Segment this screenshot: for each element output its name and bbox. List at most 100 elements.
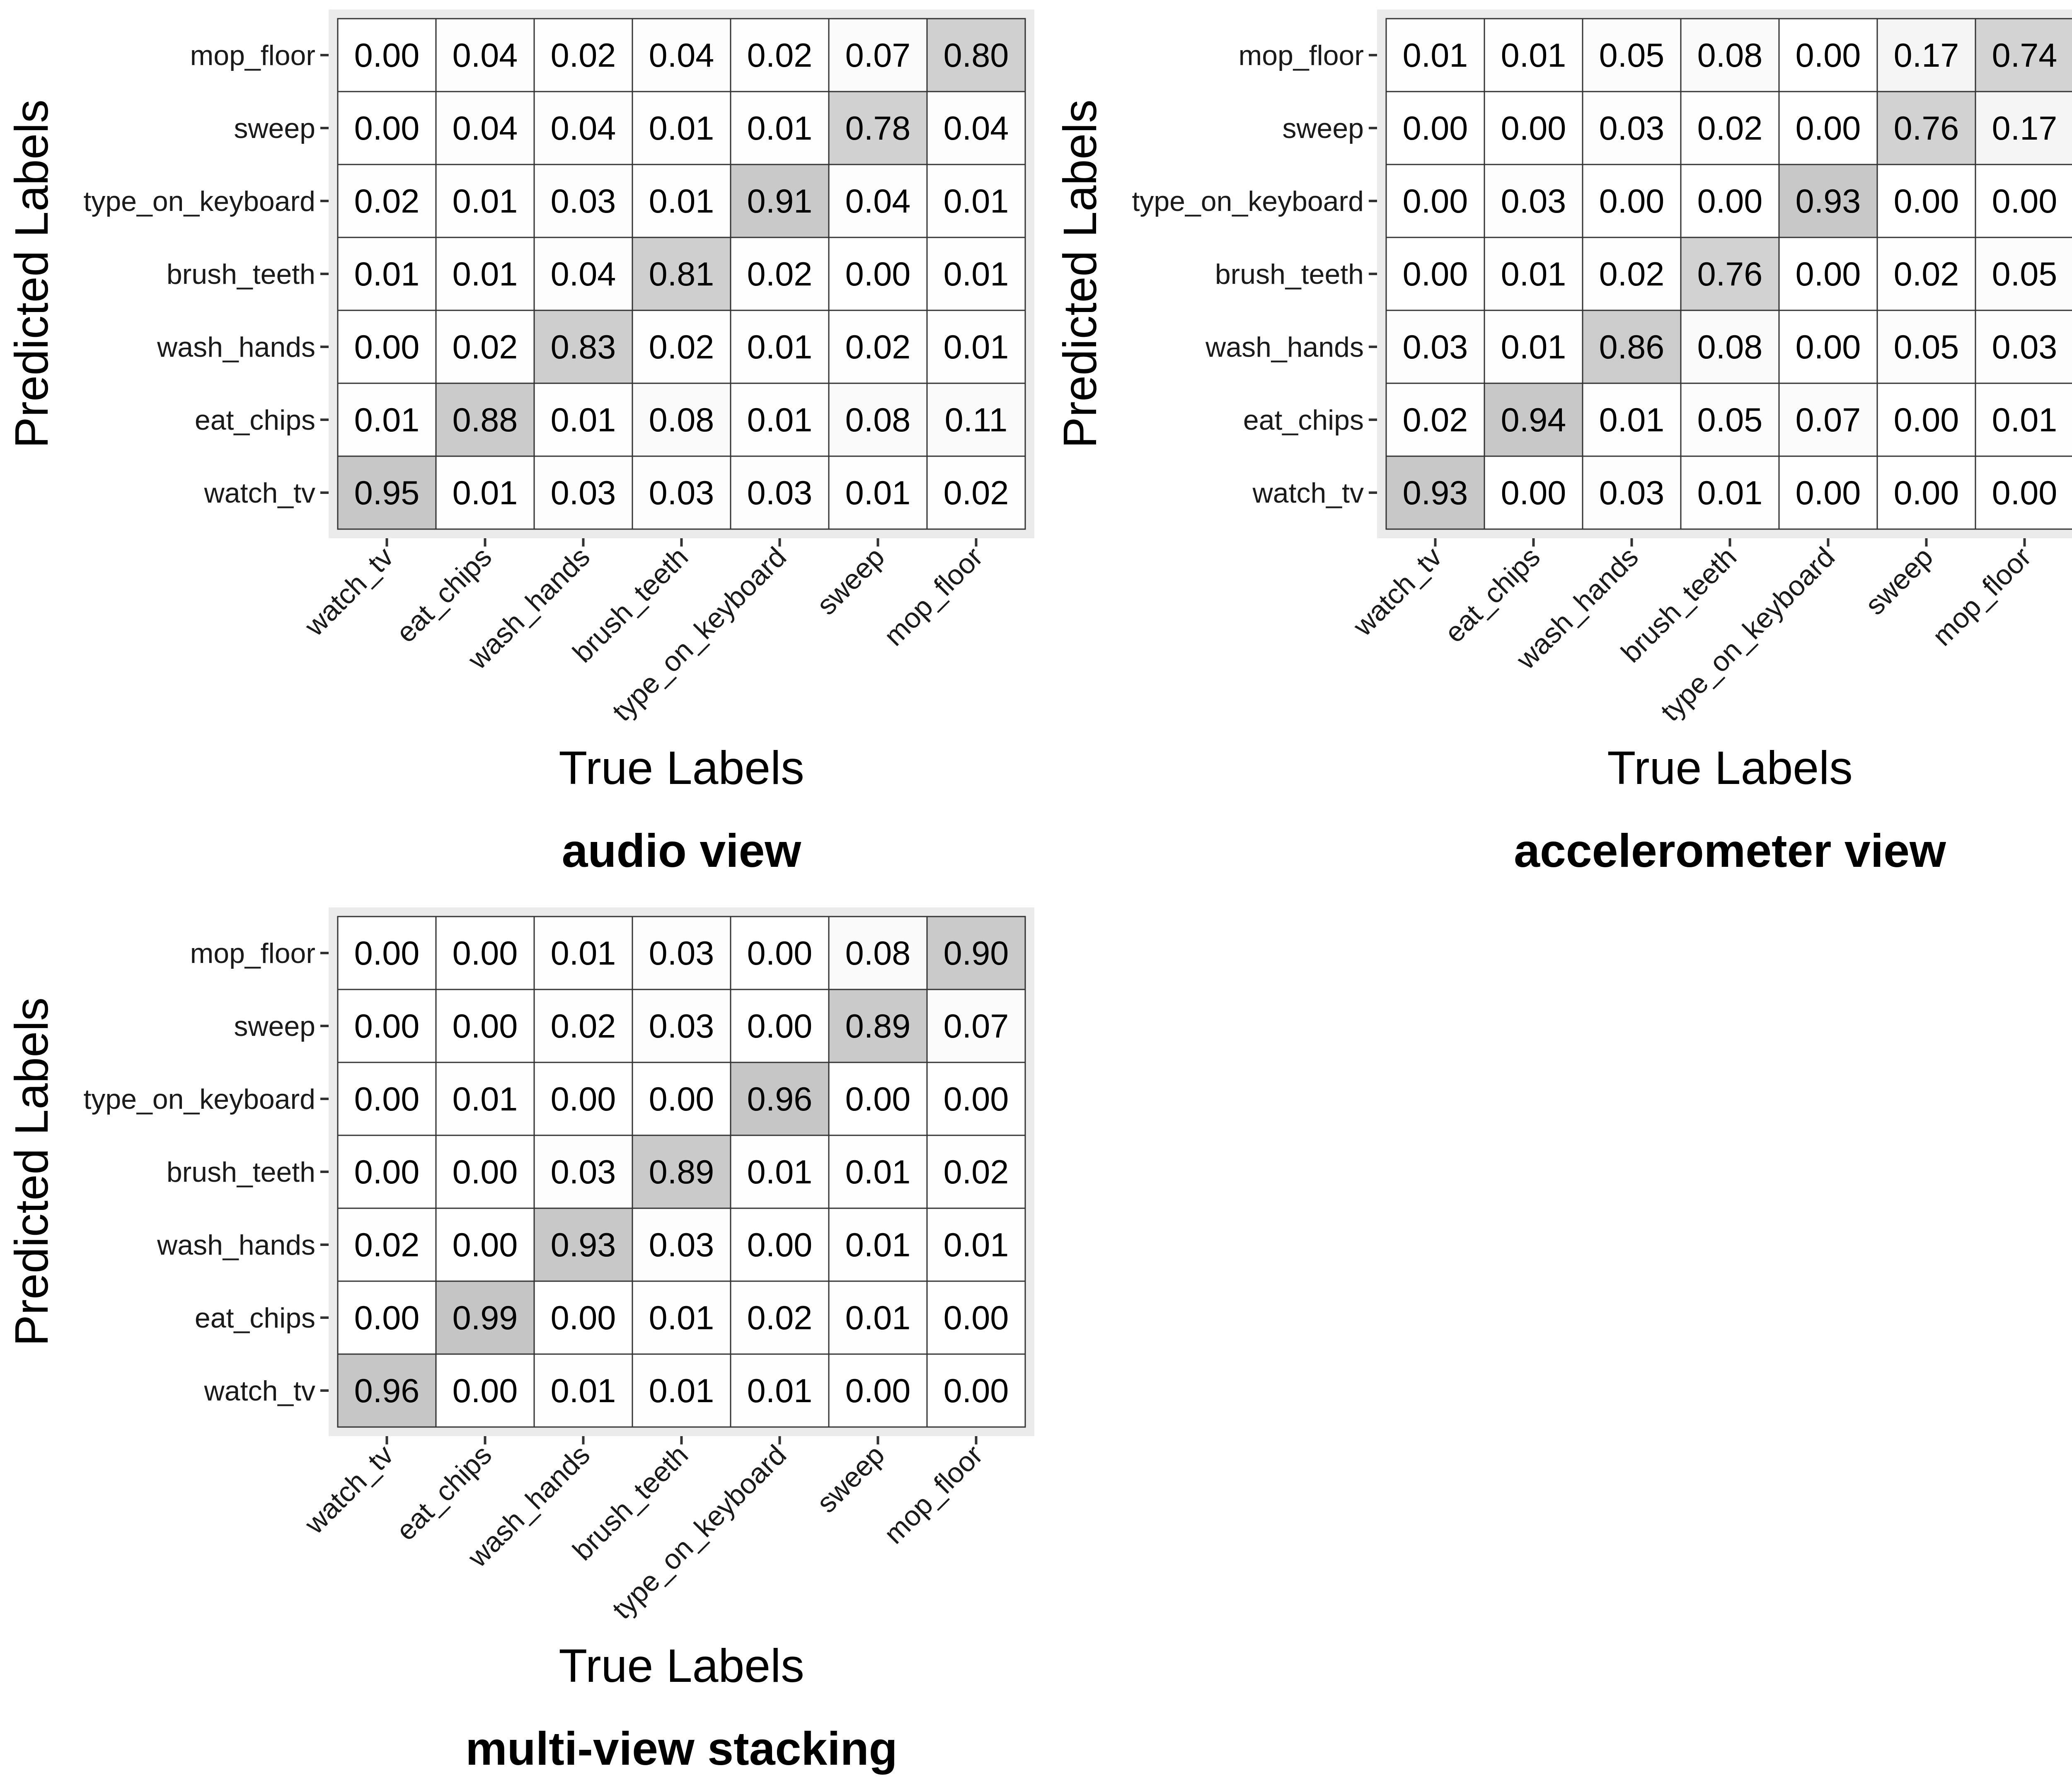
cell-value-label: 0.96 (747, 1081, 813, 1118)
cell-value-label: 0.00 (1501, 110, 1566, 147)
panel-3: 0.00 0.00 0.01 0.03 0.00 0.08 0.90 0.00 0.00 0.02… (5, 907, 1034, 1775)
heatmap-cell (730, 916, 830, 990)
heatmap-cell (1582, 310, 1682, 384)
heatmap-cell (1680, 91, 1780, 165)
cell-value-label: 0.93 (1403, 474, 1468, 512)
cell-value-label: 0.01 (1501, 37, 1566, 74)
cell-value-label: 0.01 (453, 1081, 518, 1118)
heatmap-cell (1778, 310, 1878, 384)
cell-value-label: 0.03 (1599, 474, 1665, 512)
cell-value-label: 0.00 (1403, 110, 1468, 147)
cell-value-label: 0.01 (551, 402, 616, 439)
heatmap-cell (435, 989, 535, 1063)
cell-value-label: 0.01 (354, 402, 420, 439)
heatmap-cell (435, 455, 535, 530)
cell-value-label: 0.00 (1894, 183, 1959, 220)
cell-value-label: 0.02 (354, 183, 420, 220)
cell-value-label: 0.01 (1403, 37, 1468, 74)
y-tick-label: mop_floor (190, 40, 315, 71)
heatmap-cell (337, 237, 437, 311)
heatmap-cell (926, 916, 1026, 990)
cell-value-label: 0.00 (354, 1299, 420, 1337)
heatmap-cell (1484, 382, 1583, 457)
cell-value-label: 0.00 (1403, 183, 1468, 220)
cell-value-label: 0.02 (747, 256, 813, 293)
x-tick-label: watch_tv (298, 1439, 399, 1540)
cell-value-label: 0.00 (649, 1081, 714, 1118)
heatmap-cell (926, 18, 1026, 92)
cell-value-label: 0.99 (453, 1299, 518, 1337)
cell-value-label: 0.02 (845, 329, 911, 366)
heatmap-cell (337, 164, 437, 238)
cell-value-label: 0.01 (845, 1154, 911, 1191)
x-tick-label: eat_chips (390, 1439, 498, 1547)
x-tick-label: sweep (811, 1439, 891, 1519)
cell-value-label: 0.91 (747, 183, 813, 220)
x-tick-label: type_on_keyboard (1655, 541, 1841, 727)
cell-value-label: 0.02 (551, 1008, 616, 1045)
heatmap-cell (730, 1280, 830, 1355)
heatmap-cell (337, 916, 437, 990)
heatmap-cell (1680, 18, 1780, 92)
heatmap-cell (1975, 164, 2072, 238)
heatmap-cell (828, 91, 928, 165)
cell-value-label: 0.01 (551, 935, 616, 972)
heatmap-cell (1778, 164, 1878, 238)
cell-value-label: 0.00 (1992, 474, 2057, 512)
cell-value-label: 0.00 (747, 1008, 813, 1045)
heatmap-cell (1876, 164, 1976, 238)
cell-value-label: 0.02 (747, 1299, 813, 1337)
heatmap-cell (533, 164, 633, 238)
cell-value-label: 0.76 (1894, 110, 1959, 147)
cell-value-label: 0.93 (1796, 183, 1861, 220)
x-tick-label: watch_tv (1347, 541, 1448, 642)
cell-value-label: 0.03 (649, 474, 714, 512)
heatmap-cell (730, 91, 830, 165)
heatmap-cell (828, 1062, 928, 1136)
heatmap-cell (1876, 382, 1976, 457)
cell-value-label: 0.89 (845, 1008, 911, 1045)
heatmap-cell (435, 1280, 535, 1355)
cell-value-label: 0.00 (1992, 183, 2057, 220)
cell-value-label: 0.00 (1403, 256, 1468, 293)
cell-value-label: 0.04 (453, 110, 518, 147)
y-axis-title: Predicted Labels (5, 99, 58, 448)
cell-value-label: 0.04 (551, 256, 616, 293)
heatmap-cell (435, 1134, 535, 1209)
heatmap-cell (632, 1353, 731, 1428)
cell-value-label: 0.17 (1894, 37, 1959, 74)
heatmap-cell (435, 1207, 535, 1282)
x-tick-label: watch_tv (298, 541, 399, 642)
y-tick-label: watch_tv (204, 477, 315, 509)
cell-value-label: 0.90 (944, 935, 1009, 972)
cell-value-label: 0.00 (453, 1154, 518, 1191)
cell-value-label: 0.01 (944, 1226, 1009, 1264)
cell-value-label: 0.00 (845, 256, 911, 293)
cell-value-label: 0.01 (944, 183, 1009, 220)
heatmap-cell (1484, 455, 1583, 530)
cell-value-label: 0.02 (747, 37, 813, 74)
heatmap-cell (926, 1353, 1026, 1428)
cell-value-label: 0.03 (1403, 329, 1468, 366)
cell-value-label: 0.03 (649, 935, 714, 972)
heatmap-cell (435, 91, 535, 165)
cell-value-label: 0.04 (845, 183, 911, 220)
heatmap-cell (926, 237, 1026, 311)
heatmap-cell (533, 237, 633, 311)
heatmap-cell (1876, 455, 1976, 530)
cell-value-label: 0.00 (453, 1226, 518, 1264)
cell-value-label: 0.04 (944, 110, 1009, 147)
heatmap-cell (926, 164, 1026, 238)
cell-value-label: 0.83 (551, 329, 616, 366)
cell-value-label: 0.07 (944, 1008, 1009, 1045)
cell-value-label: 0.01 (649, 183, 714, 220)
heatmap-cell (435, 1062, 535, 1136)
cell-value-label: 0.89 (649, 1154, 714, 1191)
heatmap-cell (828, 1134, 928, 1209)
cell-value-label: 0.00 (1796, 256, 1861, 293)
y-tick-label: wash_hands (1205, 331, 1364, 363)
y-tick-label: wash_hands (157, 331, 315, 363)
cell-value-label: 0.17 (1992, 110, 2057, 147)
heatmap-cell (435, 164, 535, 238)
heatmap-cell (926, 310, 1026, 384)
